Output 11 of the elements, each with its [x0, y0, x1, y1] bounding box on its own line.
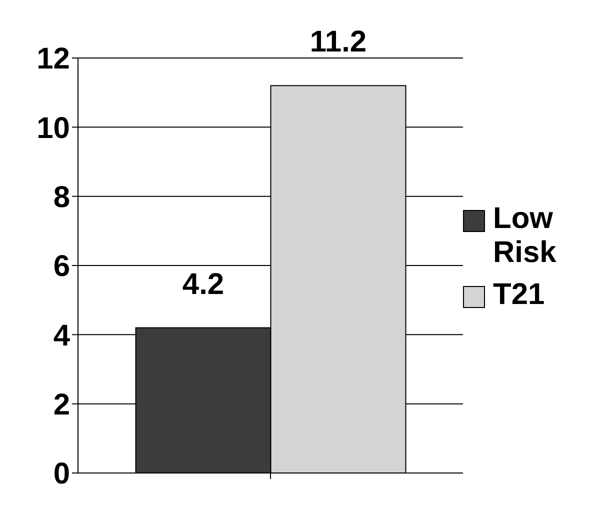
data-label: 11.2 — [310, 26, 367, 59]
data-label: 4.2 — [182, 268, 224, 301]
legend-label: Low Risk — [493, 202, 558, 270]
y-tick-label: 4 — [53, 319, 70, 352]
y-tick-label: 6 — [53, 250, 70, 284]
y-tick-label: 0 — [53, 458, 70, 491]
y-tick-label: 8 — [53, 180, 70, 214]
y-tick-label: 10 — [36, 112, 70, 145]
legend-label: T21 — [493, 278, 545, 312]
y-tick-label: 2 — [53, 388, 70, 422]
y-tick-label: 12 — [36, 42, 70, 76]
